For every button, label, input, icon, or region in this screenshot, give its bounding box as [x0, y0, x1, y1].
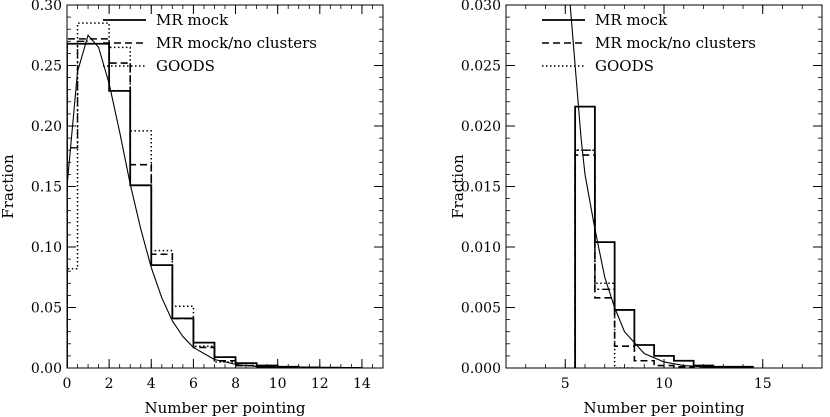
- x-tick-label-left: 4: [147, 376, 156, 392]
- legend-label-mr-mock-left: MR mock: [156, 11, 229, 29]
- series-mr-mock-right: [574, 105, 754, 368]
- y-tick-label-left: 0.10: [31, 240, 62, 256]
- series-goods-right: [574, 149, 635, 368]
- y-axis-title-left: Fraction: [0, 154, 17, 219]
- series-mr-mock-no-clusters-right: [574, 154, 753, 368]
- y-tick-label-right: 0.005: [461, 301, 501, 317]
- x-tick-label-left: 8: [231, 376, 240, 392]
- series-curve-left: [67, 34, 362, 368]
- x-axis-title-left: Number per pointing: [144, 399, 305, 417]
- y-tick-label-left: 0.00: [31, 361, 62, 377]
- y-tick-label-right: 0.030: [461, 0, 501, 14]
- legend-label-goods-left: GOODS: [156, 57, 215, 75]
- series-dash-dot-right: [574, 149, 615, 368]
- plot-panel-left: 0 2 4 6 8 10 12 14 0.00 0.05 0.10 0.15 0.20 0.25 0.30 N…: [0, 0, 384, 417]
- y-tick-label-left: 0.15: [31, 180, 62, 196]
- y-tick-label-left: 0.25: [31, 59, 62, 75]
- x-tick-label-right: 15: [754, 376, 772, 392]
- legend-label-goods-right: GOODS: [595, 57, 654, 75]
- y-tick-label-left: 0.05: [31, 301, 62, 317]
- y-tick-label-right: 0.010: [461, 240, 501, 256]
- y-tick-label-right: 0.015: [461, 180, 501, 196]
- y-axis-title-right: Fraction: [449, 154, 467, 219]
- plot-frame-left: [66, 4, 384, 369]
- y-tick-label-left: 0.30: [31, 0, 62, 14]
- x-tick-label-left: 12: [311, 376, 329, 392]
- x-tick-label-left: 6: [189, 376, 198, 392]
- series-dash-dot-left: [67, 40, 89, 368]
- plot-frame-right: [505, 4, 823, 369]
- y-tick-label-right: 0.025: [461, 59, 501, 75]
- x-axis-title-right: Number per pointing: [583, 399, 744, 417]
- plot-panel-right: 5 10 15 0.000 0.005 0.010 0.015 0.020 0.025 0.030…: [449, 0, 823, 417]
- x-tick-label-left: 10: [269, 376, 287, 392]
- y-tick-label-left: 0.20: [31, 119, 62, 135]
- series-mr-mock-no-clusters-left: [67, 38, 362, 368]
- x-tick-label-right: 10: [655, 376, 673, 392]
- y-tick-label-right: 0.020: [461, 119, 501, 135]
- legend-label-mr-mock-no-clusters-right: MR mock/no clusters: [595, 34, 756, 52]
- legend-label-mr-mock-no-clusters-left: MR mock/no clusters: [156, 34, 317, 52]
- y-tick-label-right: 0.000: [461, 361, 501, 377]
- x-tick-label-left: 2: [105, 376, 114, 392]
- x-tick-label-right: 5: [561, 376, 570, 392]
- x-tick-label-left: 0: [63, 376, 72, 392]
- series-group-right: [569, 5, 754, 368]
- legend-label-mr-mock-right: MR mock: [595, 11, 668, 29]
- x-tick-label-left: 14: [353, 376, 371, 392]
